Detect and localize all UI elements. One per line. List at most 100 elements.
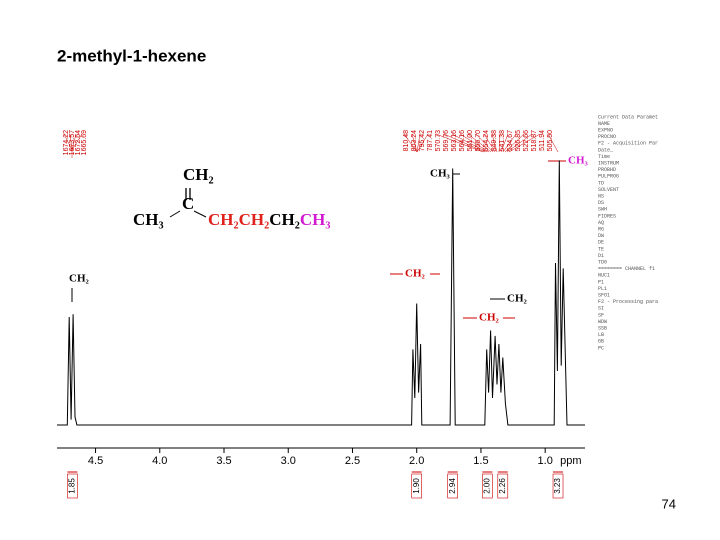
integral-label: 2.94: [448, 478, 457, 494]
peak-leader: [467, 133, 492, 153]
parameter-line: NUC1: [598, 273, 610, 279]
peak-label: CH₂: [69, 273, 90, 285]
structure: CH₂ C CH₃ CH₂CH₂CH₂CH₃: [133, 165, 330, 229]
parameter-line: SSB: [598, 326, 607, 332]
slide-title: 2-methyl-1-hexene: [57, 46, 206, 65]
peak-leader: [416, 133, 429, 153]
x-tick-label: 1.5: [473, 455, 488, 467]
x-tick-label: 2.5: [345, 455, 360, 467]
parameter-line: LB: [598, 332, 604, 338]
parameter-line: Date_: [598, 147, 614, 153]
peak-frequency: 810.48: [403, 130, 410, 152]
parameter-line: INSTRUM: [598, 161, 619, 167]
integral-label: 2.26: [498, 478, 507, 494]
parameter-line: GB: [598, 339, 604, 345]
parameter-line: PL1: [598, 286, 607, 292]
peak-leader: [69, 133, 73, 151]
parameter-line: TD: [598, 180, 604, 186]
peak-frequency: 563.16: [451, 130, 458, 152]
peak-leader: [71, 133, 77, 151]
peak-frequency: 1672.64: [75, 130, 82, 155]
integral-label: 3.23: [553, 478, 562, 494]
peak-leader: [502, 133, 517, 153]
parameter-line: EXPNO: [598, 128, 613, 134]
integral-box: [67, 473, 78, 499]
integral-label: 1.90: [412, 478, 421, 494]
x-tick-label: 1.0: [538, 455, 553, 467]
peak-frequency: 787.41: [427, 130, 434, 152]
peak-leader: [547, 133, 559, 153]
parameter-line: Time: [598, 154, 610, 160]
parameter-line: AQ: [598, 220, 604, 226]
peak-leader: [451, 133, 488, 153]
parameter-line: RG: [598, 227, 604, 233]
parameter-line: ======== CHANNEL f1: [598, 266, 655, 272]
integral-box: [447, 473, 458, 499]
integral-box: [497, 473, 509, 499]
parameter-line: DE: [598, 240, 604, 246]
spectrum-line: [57, 160, 585, 426]
peak-frequency: 556.70: [475, 130, 482, 152]
parameter-line: DW: [598, 233, 604, 239]
x-tick-label: 4.5: [88, 455, 103, 467]
integral-box: [482, 473, 493, 499]
spectrum: 4.5 4.0 3.5 3.0 2.5 2.0 1.5 1.0 ppm 1.85 1.90 2.94 2…: [57, 160, 585, 499]
peak-leader: [491, 133, 498, 153]
peak-label: CH₂: [507, 293, 528, 305]
parameter-line: SOLVENT: [598, 187, 619, 193]
peak-leader: [508, 133, 541, 153]
parameter-line: PROBHD: [598, 167, 616, 173]
peak-frequency: 511.94: [539, 130, 546, 151]
peak-leader: [506, 133, 533, 153]
peak-frequency: 554.24: [483, 130, 490, 152]
x-tick-label: 3.5: [216, 455, 231, 467]
peak-leader: [443, 133, 486, 153]
x-tick-label: 2.0: [409, 455, 424, 467]
x-tick-label: 4.0: [152, 455, 167, 467]
peak-frequency: 1674.22: [63, 130, 70, 155]
parameter-line: SI: [598, 306, 604, 312]
parameter-line: D1: [598, 253, 604, 259]
parameter-line: F2 - Processing para: [598, 299, 658, 305]
structure-left: CH₃: [133, 210, 164, 229]
peak-frequency: 564.16: [459, 130, 466, 152]
peak-frequency: 569.76: [443, 130, 450, 152]
peak-frequency: 1673.57: [69, 130, 76, 155]
peak-list: 1674.22 1673.57 1672.64 1665.69 810.48 803.24…: [63, 130, 559, 158]
page-number: 74: [662, 496, 676, 511]
integral-box: [411, 473, 423, 499]
peak-frequency: 541.38: [499, 130, 506, 152]
peak-frequency: 518.87: [531, 130, 538, 152]
chain-group: CH₂: [239, 210, 270, 229]
structure-top: CH₂: [183, 165, 214, 184]
integral-label: 1.85: [68, 478, 77, 494]
peak-leader: [475, 133, 494, 153]
peak-frequency: 561.00: [467, 130, 474, 152]
peak-label: CH₃: [568, 155, 589, 167]
parameter-line: WDW: [598, 319, 607, 325]
structure-center: C: [182, 194, 194, 213]
parameter-line: NAME: [598, 121, 610, 127]
peak-labels: CH₂ CH₂ CH₃ CH₂ CH₂ CH₃: [69, 155, 589, 324]
chain-group: CH₂: [269, 210, 300, 229]
parameter-line: DS: [598, 200, 604, 206]
peak-frequency: 570.73: [435, 130, 442, 152]
parameter-line: FIDRES: [598, 213, 616, 219]
integral-box: [552, 473, 564, 499]
peak-leader: [459, 133, 490, 153]
peak-leader: [435, 133, 484, 153]
peak-label: CH₃: [430, 168, 451, 180]
parameter-line: SWH: [598, 207, 607, 213]
peak-frequency: 505.50: [547, 130, 554, 152]
peak-leader: [500, 133, 509, 153]
parameter-line: Current Data Paramet: [598, 114, 658, 120]
x-tick-label: 3.0: [281, 455, 296, 467]
chain-group: CH₂: [208, 210, 239, 229]
structure-chain: CH₂CH₂CH₂CH₃: [208, 210, 330, 229]
peak-leader: [63, 133, 73, 151]
peak-leader: [71, 133, 83, 151]
peak-frequency: 795.42: [419, 130, 426, 152]
parameter-line: PC: [598, 345, 604, 351]
